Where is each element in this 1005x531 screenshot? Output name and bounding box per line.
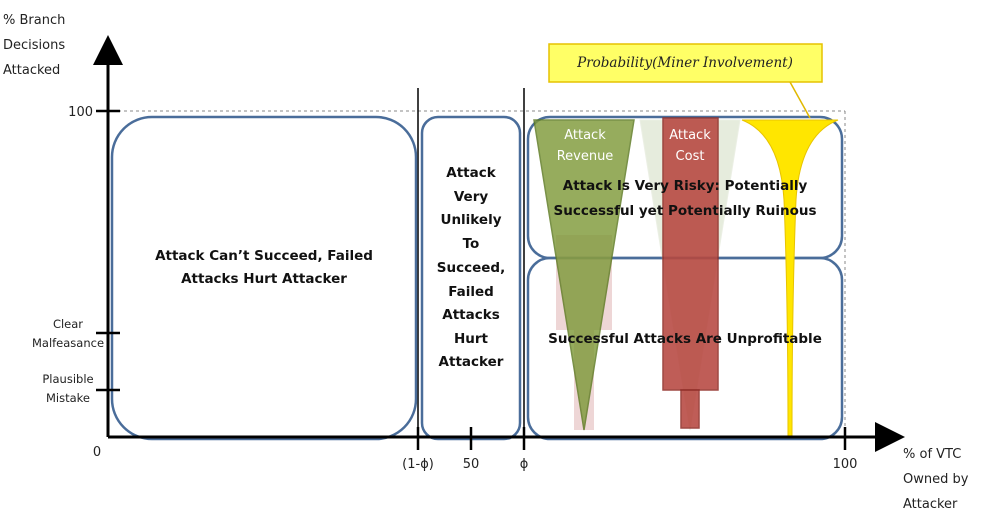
- x-tick-label-100: 100: [833, 457, 858, 472]
- attack-revenue-triangle: [533, 119, 635, 431]
- y-tick-label-plausible-line2: Mistake: [46, 391, 90, 405]
- attack-revenue-label-line2: Revenue: [557, 149, 614, 164]
- y-tick-label-clear-line1: Clear: [53, 317, 83, 331]
- probability-callout-text: Probability(Miner Involvement): [576, 55, 793, 71]
- region-box-cant-succeed: [110, 115, 418, 441]
- region-very-unlikely-line: Attacks: [442, 307, 499, 323]
- region-very-unlikely-line: Very: [454, 189, 489, 205]
- region-very-unlikely-line: Unlikely: [440, 212, 501, 228]
- region-very-unlikely-line: Hurt: [454, 331, 489, 347]
- y-tick-label-plausible-line1: Plausible: [42, 372, 93, 386]
- attack-cost-bar-narrow: [680, 389, 700, 429]
- y-tick-label-clear-line2: Malfeasance: [32, 336, 104, 350]
- x-tick-label-50: 50: [463, 457, 480, 472]
- x-axis-title-line2: Owned by: [903, 472, 969, 487]
- callout-connector: [789, 81, 811, 119]
- attack-revenue-label-line1: Attack: [564, 128, 606, 143]
- region-cant-succeed-line1: Attack Can’t Succeed, Failed: [155, 248, 373, 264]
- x-tick-label-one-minus-phi: (1-ϕ): [402, 457, 434, 472]
- y-tick-label-origin: 0: [93, 445, 101, 460]
- region-very-unlikely-line: Attack: [446, 165, 496, 181]
- probability-distribution-shape: [741, 119, 839, 438]
- probability-callout-box: [548, 43, 823, 83]
- attack-cost-label-line1: Attack: [669, 128, 711, 143]
- region-cant-succeed-line2: Attacks Hurt Attacker: [181, 271, 347, 287]
- region-very-unlikely-line: Succeed,: [437, 260, 505, 276]
- y-axis-title-line3: Attacked: [3, 63, 60, 78]
- region-unprofitable-text: Successful Attacks Are Unprofitable: [548, 331, 822, 347]
- region-very-risky-line2: Successful yet Potentially Ruinous: [554, 203, 817, 219]
- region-very-unlikely-line: Failed: [448, 284, 494, 300]
- x-axis-title-line1: % of VTC: [903, 447, 961, 462]
- region-very-unlikely-text: Attack Very Unlikely To Succeed, Failed …: [437, 165, 505, 370]
- y-tick-label-100: 100: [68, 105, 93, 120]
- region-very-unlikely-line: To: [463, 236, 480, 252]
- x-axis-title-line3: Attacker: [903, 497, 958, 512]
- y-axis-title-line1: % Branch: [3, 13, 65, 28]
- y-axis-title-line2: Decisions: [3, 38, 65, 53]
- region-very-risky-line1: Attack Is Very Risky: Potentially: [563, 178, 808, 194]
- x-tick-label-phi: ϕ: [520, 457, 529, 472]
- region-very-unlikely-line: Attacker: [439, 354, 504, 370]
- attack-cost-label-line2: Cost: [676, 149, 705, 164]
